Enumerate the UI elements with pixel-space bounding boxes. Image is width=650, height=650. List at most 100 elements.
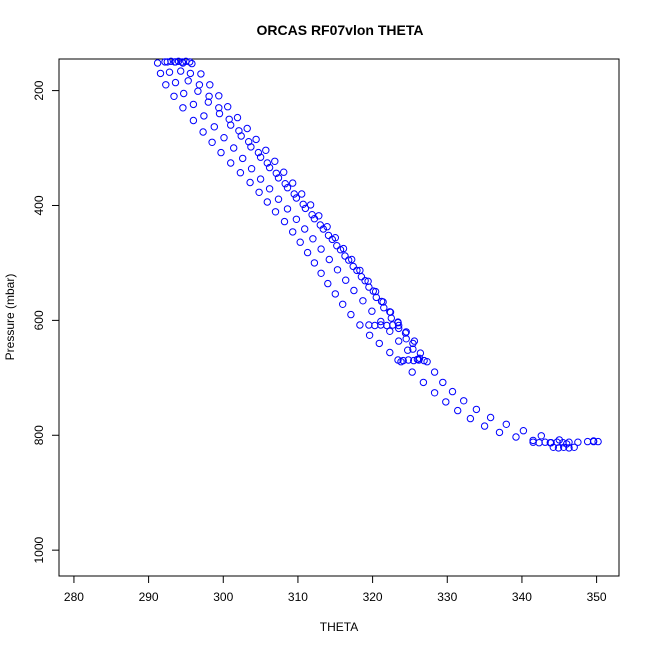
data-point [194, 87, 202, 95]
data-point [402, 328, 410, 336]
data-point [347, 310, 355, 319]
data-point [549, 443, 557, 451]
data-point [289, 228, 297, 236]
data-point [246, 178, 254, 187]
data-point [224, 103, 232, 111]
data-point [401, 329, 410, 337]
data-point [448, 387, 457, 396]
data-point [210, 123, 219, 131]
data-point [383, 321, 391, 330]
x-tick-label: 350 [587, 590, 607, 604]
data-points [153, 57, 602, 452]
x-axis-label: THETA [320, 620, 358, 634]
data-point [310, 259, 319, 267]
data-point [442, 398, 450, 406]
data-point [333, 266, 342, 274]
data-point [178, 58, 186, 66]
data-point [299, 200, 307, 209]
data-point [365, 283, 373, 291]
x-tick-label: 300 [213, 590, 233, 604]
data-point [220, 134, 228, 142]
data-point [350, 286, 358, 295]
data-point [271, 157, 279, 166]
x-axis: 280 290 300 310 320 330 340 350 [64, 575, 607, 604]
data-point [156, 69, 165, 78]
data-point [472, 405, 481, 414]
data-point [182, 57, 190, 65]
data-point [341, 252, 349, 260]
data-point [353, 266, 361, 275]
data-point [153, 59, 162, 67]
data-point [349, 262, 357, 271]
data-point [301, 225, 309, 233]
data-point [200, 112, 208, 120]
data-point [594, 437, 602, 446]
data-point [554, 444, 563, 452]
x-tick-label: 280 [64, 590, 84, 604]
data-point [163, 58, 172, 66]
data-point [415, 356, 423, 364]
data-point [271, 208, 280, 216]
data-point [298, 190, 306, 198]
data-point [247, 165, 256, 173]
data-point [395, 324, 403, 333]
data-point [537, 432, 545, 440]
data-point [208, 138, 216, 147]
data-point [254, 148, 263, 157]
data-point [283, 184, 292, 192]
data-point [197, 70, 205, 78]
data-point [519, 427, 528, 435]
data-point [303, 248, 312, 257]
data-point [280, 217, 289, 226]
data-point [289, 179, 297, 187]
data-point [171, 58, 179, 66]
data-point [371, 287, 380, 296]
data-point [419, 378, 428, 387]
y-tick-label: 200 [32, 80, 46, 100]
data-point [512, 433, 520, 441]
data-point [365, 331, 374, 339]
x-tick-label: 320 [363, 590, 383, 604]
data-point [409, 339, 417, 348]
data-point [215, 104, 223, 112]
data-point [394, 356, 402, 364]
data-point [296, 238, 304, 246]
data-point [245, 138, 253, 146]
data-point [167, 57, 175, 65]
y-tick-label: 400 [32, 195, 46, 215]
data-point [404, 356, 413, 364]
data-point [306, 201, 315, 209]
data-point [380, 304, 388, 312]
data-point [233, 113, 242, 122]
data-point [495, 428, 504, 437]
data-point [502, 420, 510, 428]
data-point [292, 215, 301, 224]
data-point [325, 255, 333, 264]
data-point [186, 58, 194, 66]
data-point [227, 159, 235, 167]
data-point [359, 297, 367, 305]
data-point [301, 204, 310, 213]
data-point [342, 276, 350, 284]
data-point [252, 135, 260, 144]
data-point [225, 115, 233, 124]
data-point [243, 124, 251, 133]
data-point [316, 221, 324, 229]
data-point [323, 223, 331, 231]
data-point [324, 279, 332, 288]
data-point [395, 321, 403, 330]
data-point [395, 337, 403, 345]
data-point [179, 104, 187, 112]
x-tick-label: 310 [288, 590, 308, 604]
data-point [174, 57, 183, 65]
data-point [356, 321, 364, 329]
data-point [560, 443, 568, 451]
data-point [372, 293, 380, 302]
data-point [368, 307, 376, 315]
data-point [416, 349, 425, 357]
data-point [408, 368, 416, 376]
data-point [430, 389, 439, 397]
data-point [215, 109, 224, 118]
data-point [165, 68, 174, 76]
